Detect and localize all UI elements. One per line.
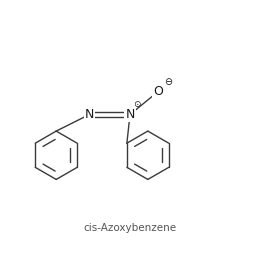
Text: cis-Azoxybenzene: cis-Azoxybenzene [83, 223, 177, 233]
Text: ⊖: ⊖ [164, 77, 172, 87]
Text: O: O [153, 85, 163, 98]
Text: N: N [84, 108, 94, 121]
Text: N: N [125, 108, 135, 121]
Text: ⊙: ⊙ [133, 100, 141, 109]
